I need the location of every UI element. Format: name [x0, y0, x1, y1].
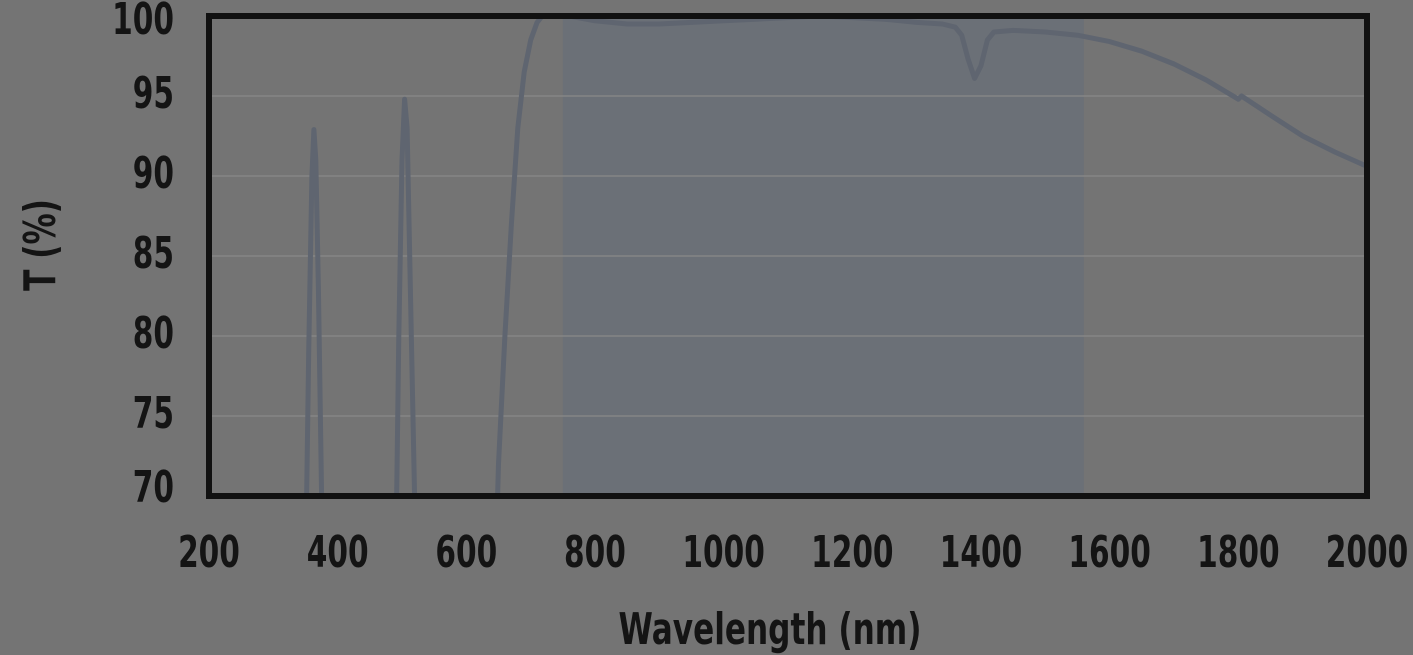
x-tick-label-2000: 2000: [1326, 526, 1408, 577]
y-tick-label-85: 85: [133, 227, 174, 278]
x-tick-label-1600: 1600: [1068, 526, 1150, 577]
y-tick-label-75: 75: [133, 387, 174, 438]
x-tick-label-200: 200: [178, 526, 240, 577]
y-tick-label-95: 95: [133, 67, 174, 118]
y-tick-labels: 70 75 80 85 90 95 100: [112, 0, 174, 513]
x-tick-label-1200: 1200: [811, 526, 893, 577]
x-tick-label-1000: 1000: [682, 526, 764, 577]
y-tick-label-90: 90: [133, 147, 174, 198]
y-tick-label-80: 80: [133, 307, 174, 358]
y-axis-title: T (%): [15, 199, 66, 291]
x-tick-label-600: 600: [435, 526, 497, 577]
x-tick-label-800: 800: [564, 526, 626, 577]
x-tick-label-400: 400: [307, 526, 369, 577]
y-tick-label-100: 100: [112, 0, 174, 45]
plot-frame: [206, 13, 1370, 499]
y-tick-label-70: 70: [133, 461, 174, 512]
x-tick-label-1400: 1400: [940, 526, 1022, 577]
x-tick-labels: 200 400 600 800 1000 1200 1400 1600 1800 2000: [178, 526, 1408, 577]
x-tick-label-1800: 1800: [1197, 526, 1279, 577]
transmission-curve: [304, 16, 1367, 496]
x-axis-title: Wavelength (nm): [619, 604, 922, 655]
